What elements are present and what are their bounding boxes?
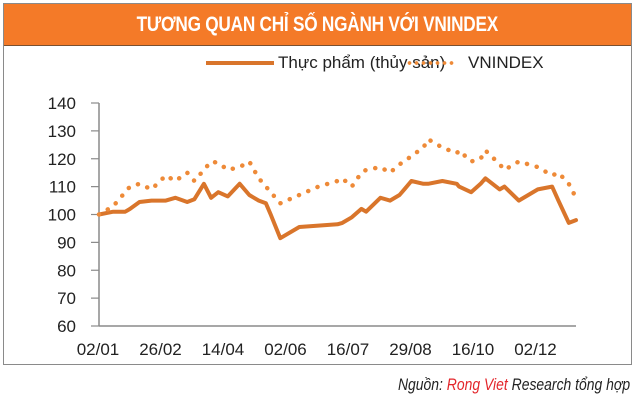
source-suffix: Research tổng hợp [507,375,630,394]
y-tick-label: 60 [57,317,76,336]
source-note: Nguồn: Rong Viet Research tổng hợp [398,375,630,395]
x-tick-label: 16/10 [452,340,495,359]
x-tick-label: 16/07 [327,340,370,359]
y-tick-label: 70 [57,289,76,308]
solid-line-swatch-icon [206,61,274,65]
legend-label-vnindex: VNINDEX [468,53,544,72]
x-tick-label: 29/08 [389,340,432,359]
x-tick-label: 26/02 [139,340,182,359]
y-tick-label: 110 [49,178,76,197]
legend-item-food: Thực phẩm (thủy sản) [206,53,445,73]
y-tick-label: 120 [48,150,76,169]
dotted-line-swatch-icon [406,61,454,65]
chart-legend: Thực phẩm (thủy sản) VNINDEX [4,53,631,77]
y-tick-label: 140 [48,94,76,113]
source-brand: Rong Viet [446,375,508,394]
y-tick-label: 130 [48,122,76,141]
x-tick-label: 02/06 [264,340,307,359]
legend-item-vnindex: VNINDEX [406,53,544,73]
x-tick-label: 14/04 [202,340,245,359]
legend-label-food: Thực phẩm (thủy sản) [278,53,446,72]
source-prefix: Nguồn: [397,375,447,394]
series-line-vnindex [96,136,579,217]
x-tick-label: 02/01 [77,340,120,359]
x-tick-label: 02/12 [514,340,557,359]
chart-frame: TƯƠNG QUAN CHỈ SỐ NGÀNH VỚI VNINDEX Thực… [3,3,632,365]
y-tick-label: 100 [48,206,76,225]
y-tick-label: 80 [57,261,76,280]
y-tick-label: 90 [57,233,76,252]
series-line-food [97,176,578,241]
chart-header: TƯƠNG QUAN CHỈ SỐ NGÀNH VỚI VNINDEX [4,4,631,46]
chart-title: TƯƠNG QUAN CHỈ SỐ NGÀNH VỚI VNINDEX [136,12,499,36]
